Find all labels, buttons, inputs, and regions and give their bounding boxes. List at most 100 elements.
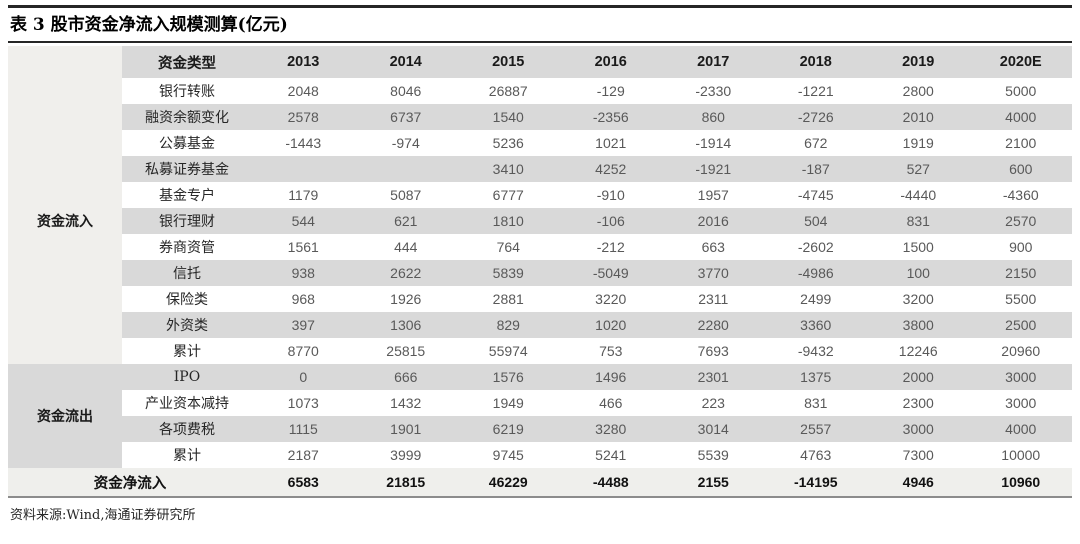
value-cell: 2557: [764, 416, 867, 443]
value-cell: 6777: [457, 182, 560, 209]
table-row: 保险类 968 1926 2881 3220 2311 2499 3200 5500: [8, 286, 1072, 313]
row-label: 各项费税: [122, 416, 252, 443]
row-label: 券商资管: [122, 234, 252, 261]
value-cell: 621: [354, 208, 457, 235]
value-cell: 1561: [252, 234, 355, 261]
value-cell: 10000: [969, 442, 1072, 469]
row-label: 累计: [122, 442, 252, 469]
value-cell: 5539: [662, 442, 765, 469]
value-cell: 1432: [354, 390, 457, 417]
value-cell: 831: [764, 390, 867, 417]
value-cell: 3220: [559, 286, 662, 313]
value-cell: -9432: [764, 338, 867, 365]
value-cell: -2726: [764, 104, 867, 131]
top-rule: [8, 5, 1072, 8]
value-cell: 2048: [252, 78, 355, 105]
table-row: 融资余额变化 2578 6737 1540 -2356 860 -2726 2010 4000: [8, 104, 1072, 131]
table-row: 基金专户 1179 5087 6777 -910 1957 -4745 -4440 -4360: [8, 182, 1072, 209]
source-note: 资料来源:Wind,海通证券研究所: [10, 508, 196, 524]
value-cell: 5241: [559, 442, 662, 469]
row-label: 基金专户: [122, 182, 252, 209]
table-row: 外资类 397 1306 829 1020 2280 3360 3800 2500: [8, 312, 1072, 339]
value-cell: 3770: [662, 260, 765, 287]
value-cell: 504: [764, 208, 867, 235]
row-label: 银行转账: [122, 78, 252, 105]
value-cell: -212: [559, 234, 662, 261]
value-cell: 4000: [969, 104, 1072, 131]
value-cell: 5000: [969, 78, 1072, 105]
value-cell: 9745: [457, 442, 560, 469]
value-cell: [252, 156, 355, 183]
value-cell: 466: [559, 390, 662, 417]
value-cell: [354, 156, 457, 183]
column-header-type: 资金类型: [122, 46, 252, 79]
value-cell: 2499: [764, 286, 867, 313]
row-label: 累计: [122, 338, 252, 365]
value-cell: 1957: [662, 182, 765, 209]
value-cell: 2578: [252, 104, 355, 131]
value-cell: 3800: [867, 312, 970, 339]
value-cell: 672: [764, 130, 867, 157]
value-cell: 397: [252, 312, 355, 339]
value-cell: 26887: [457, 78, 560, 105]
value-cell: 2311: [662, 286, 765, 313]
net-inflow-value: 10960: [969, 468, 1072, 497]
value-cell: 2300: [867, 390, 970, 417]
value-cell: 1496: [559, 364, 662, 391]
value-cell: -974: [354, 130, 457, 157]
table-row: 银行理财 544 621 1810 -106 2016 504 831 2570: [8, 208, 1072, 235]
value-cell: 2000: [867, 364, 970, 391]
value-cell: 3280: [559, 416, 662, 443]
value-cell: 12246: [867, 338, 970, 365]
value-cell: 663: [662, 234, 765, 261]
value-cell: 5500: [969, 286, 1072, 313]
value-cell: 0: [252, 364, 355, 391]
value-cell: 1073: [252, 390, 355, 417]
value-cell: 764: [457, 234, 560, 261]
value-cell: -5049: [559, 260, 662, 287]
value-cell: 1020: [559, 312, 662, 339]
column-header-year: 2017: [662, 46, 765, 79]
group-label-inflow: 资金流入: [8, 78, 122, 365]
value-cell: -4986: [764, 260, 867, 287]
column-header-year: 2013: [252, 46, 355, 79]
value-cell: 20960: [969, 338, 1072, 365]
row-label: IPO: [122, 364, 252, 391]
value-cell: 2500: [969, 312, 1072, 339]
value-cell: 8046: [354, 78, 457, 105]
value-cell: 7300: [867, 442, 970, 469]
value-cell: -4360: [969, 182, 1072, 209]
value-cell: 4763: [764, 442, 867, 469]
column-header-year: 2014: [354, 46, 457, 79]
value-cell: 1919: [867, 130, 970, 157]
value-cell: 2622: [354, 260, 457, 287]
value-cell: 5839: [457, 260, 560, 287]
value-cell: 1375: [764, 364, 867, 391]
column-header-year: 2018: [764, 46, 867, 79]
value-cell: 1540: [457, 104, 560, 131]
value-cell: 4000: [969, 416, 1072, 443]
value-cell: 1306: [354, 312, 457, 339]
value-cell: -1443: [252, 130, 355, 157]
value-cell: 5236: [457, 130, 560, 157]
value-cell: 100: [867, 260, 970, 287]
value-cell: 7693: [662, 338, 765, 365]
table-header: 资金类型 2013 2014 2015 2016 2017 2018 2019 2020E: [8, 46, 1072, 79]
value-cell: 5087: [354, 182, 457, 209]
value-cell: 829: [457, 312, 560, 339]
value-cell: 900: [969, 234, 1072, 261]
net-inflow-row: 资金净流入 6583 21815 46229 -4488 2155 -14195 4946 10…: [8, 468, 1072, 497]
net-inflow-value: -4488: [559, 468, 662, 497]
value-cell: -4745: [764, 182, 867, 209]
row-label: 公募基金: [122, 130, 252, 157]
column-header-year: 2015: [457, 46, 560, 79]
value-cell: -106: [559, 208, 662, 235]
row-label: 融资余额变化: [122, 104, 252, 131]
value-cell: 2010: [867, 104, 970, 131]
table-row: 资金流入 银行转账 2048 8046 26887 -129 -2330 -1221 2800 5…: [8, 78, 1072, 365]
report-page: 表 3 股市资金净流入规模测算(亿元) 资金类型 2013 2014 2015 2016…: [0, 5, 1080, 523]
value-cell: 600: [969, 156, 1072, 183]
value-cell: 3999: [354, 442, 457, 469]
value-cell: 3200: [867, 286, 970, 313]
row-label: 信托: [122, 260, 252, 287]
